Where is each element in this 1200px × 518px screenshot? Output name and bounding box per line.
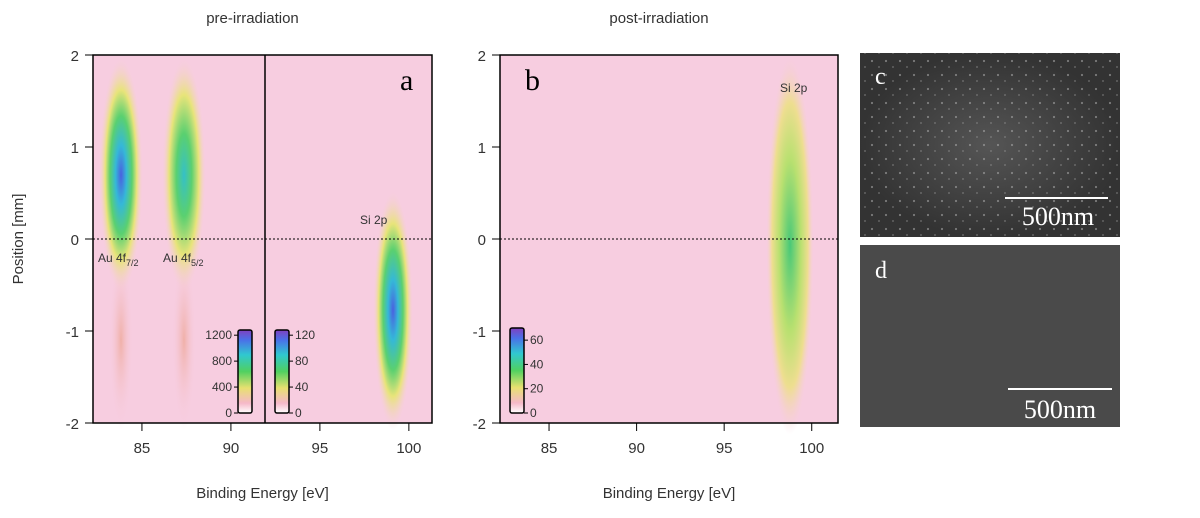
colorbar-tick-label: 40 (295, 380, 309, 394)
panel-label: d (875, 258, 887, 284)
y-tick-label: 2 (71, 48, 79, 65)
scale-label: 500nm (1022, 202, 1094, 231)
colorbar-tick-label: 60 (530, 333, 544, 347)
annotation-subscript: 7/2 (126, 258, 139, 268)
y-tick-label: -2 (473, 416, 486, 433)
chart-title: pre-irradiation (206, 10, 299, 27)
y-tick-label: 2 (478, 48, 486, 65)
colorbar-tick-label: 1200 (205, 328, 232, 342)
x-tick-label: 90 (223, 440, 240, 457)
y-tick-label: 0 (71, 232, 79, 249)
y-tick-label: -1 (473, 324, 486, 341)
colorbar-tick-label: 120 (295, 328, 315, 342)
y-tick-label: 1 (478, 140, 486, 157)
annotation-text: Si 2p (780, 81, 808, 95)
colorbar-tick-label: 400 (212, 380, 232, 394)
peak (99, 57, 143, 293)
sem-image (860, 245, 1120, 427)
colorbar-tick-label: 800 (212, 354, 232, 368)
peak-tail (172, 250, 196, 430)
panel-label: c (875, 64, 886, 90)
colorbar-tick-label: 0 (530, 406, 537, 420)
peak (766, 55, 814, 435)
annotation: Au 4f7/2 (98, 251, 139, 268)
x-tick-label: 100 (799, 440, 824, 457)
y-tick-label: 1 (71, 140, 79, 157)
annotation-subscript: 5/2 (191, 258, 204, 268)
plots (93, 55, 838, 435)
peak (373, 190, 413, 430)
chart-title: post-irradiation (609, 10, 708, 27)
sem-texture (860, 53, 1120, 237)
colorbar (237, 329, 253, 414)
panel-label: a (400, 64, 413, 97)
x-tick-label: 90 (628, 440, 645, 457)
colorbar-tick-label: 20 (530, 382, 544, 396)
colorbar (274, 329, 290, 414)
x-tick-label: 85 (134, 440, 151, 457)
x-axis-label: Binding Energy [eV] (196, 485, 329, 502)
y-tick-label: -2 (66, 416, 79, 433)
x-tick-label: 100 (396, 440, 421, 457)
colorbar-tick-label: 40 (530, 357, 544, 371)
x-tick-label: 95 (716, 440, 733, 457)
annotation-text: Au 4f (98, 251, 127, 265)
y-axis-label: Position [mm] (10, 194, 27, 285)
peak (162, 57, 206, 293)
x-tick-label: 95 (312, 440, 329, 457)
annotation-text: Au 4f (163, 251, 192, 265)
colorbar-tick-label: 0 (225, 406, 232, 420)
y-tick-label: -1 (66, 324, 79, 341)
colorbar-tick-label: 80 (295, 354, 309, 368)
annotation: Si 2p (780, 81, 808, 95)
peak-tail (109, 250, 133, 430)
colorbar (509, 327, 525, 414)
y-tick-label: 0 (478, 232, 486, 249)
panel-label: b (525, 64, 540, 97)
annotation: Si 2p (360, 213, 388, 227)
annotation: Au 4f5/2 (163, 251, 204, 268)
x-tick-label: 85 (541, 440, 558, 457)
x-axis-label: Binding Energy [eV] (603, 485, 736, 502)
scale-label: 500nm (1024, 395, 1096, 424)
colorbar-tick-label: 0 (295, 406, 302, 420)
annotation-text: Si 2p (360, 213, 388, 227)
